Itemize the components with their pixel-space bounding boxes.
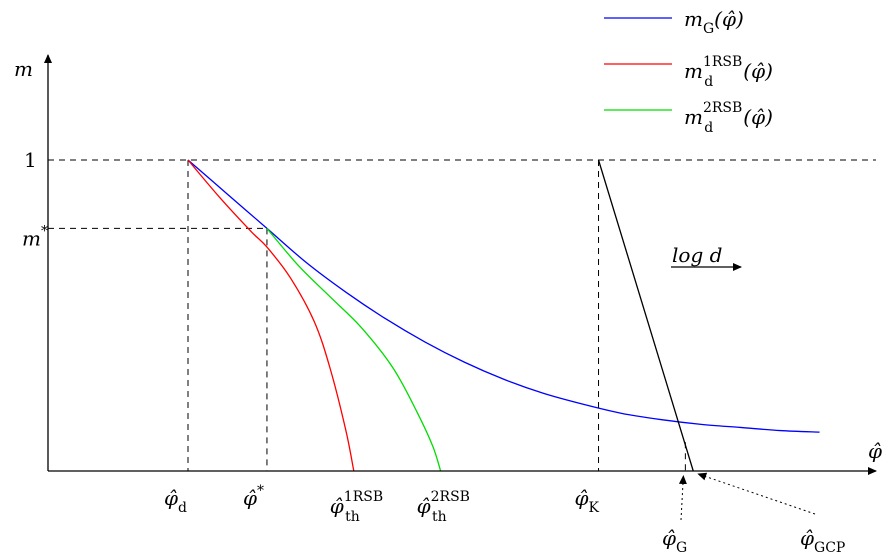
y-tick-mstar: m* xyxy=(22,223,48,250)
series-d1RSB xyxy=(187,159,355,472)
x-axis-label: φ̂ xyxy=(868,439,882,463)
legend-label-G: mG(φ̂) xyxy=(684,7,744,37)
label-phiG-base: φ̂ xyxy=(662,526,676,550)
axes xyxy=(44,54,877,475)
y-tick-mstar-base: m xyxy=(22,226,41,250)
legend-label-d2RSB: m2RSB d (φ̂) xyxy=(684,100,773,136)
x-tick-0-base: φ̂ xyxy=(164,486,178,510)
legend: mG(φ̂) m1RSB d (φ̂) m2RSB d (φ̂) xyxy=(604,7,773,136)
y-tick-1: 1 xyxy=(24,148,37,172)
x-tick-0: φ̂d xyxy=(164,486,187,516)
x-tick-2-base: φ̂ xyxy=(330,494,344,518)
x-tick-3-base: φ̂ xyxy=(417,494,431,518)
dashed-guides xyxy=(48,159,876,471)
label-phiG: φ̂G xyxy=(662,526,687,556)
x-tick-2: φ̂1RSB th xyxy=(330,489,383,525)
x-tick-4-base: φ̂ xyxy=(575,486,589,510)
series-K xyxy=(597,159,694,472)
arrow-phiGCP xyxy=(697,472,816,515)
legend-label-G-base: m xyxy=(684,7,703,31)
arrow-phiG xyxy=(678,475,687,521)
x-tick-4: φ̂K xyxy=(575,486,600,516)
x-tick-1-base: φ̂ xyxy=(243,486,257,510)
curves xyxy=(187,159,820,472)
label-phiGCP-base: φ̂ xyxy=(800,526,814,550)
labels: m φ̂ 1 m* φ̂d φ̂* φ̂1RSB th φ̂2RSB th φ̂K φ̂G φ̂GCP l… xyxy=(14,57,882,556)
series-d2RSB xyxy=(266,228,442,472)
label-phiGCP: φ̂GCP xyxy=(800,526,845,556)
series-G xyxy=(187,159,820,433)
legend-label-d1RSB-base: m xyxy=(684,59,703,83)
scale-note: log d xyxy=(672,243,722,267)
y-axis-label: m xyxy=(14,57,33,81)
x-tick-1: φ̂* xyxy=(243,483,264,510)
legend-label-d1RSB: m1RSB d (φ̂) xyxy=(684,54,773,90)
x-tick-3: φ̂2RSB th xyxy=(417,489,470,525)
legend-label-d2RSB-base: m xyxy=(684,105,703,129)
